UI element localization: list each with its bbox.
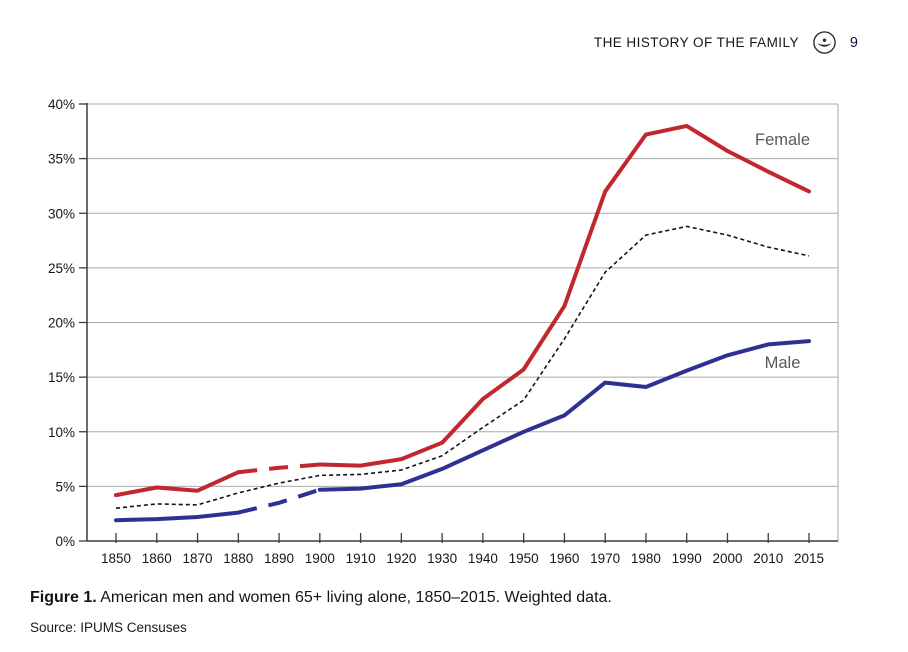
x-tick-label: 1880 (223, 551, 253, 566)
x-tick-label: 1870 (183, 551, 213, 566)
x-tick-label: 2010 (753, 551, 783, 566)
female-series-label: Female (755, 131, 810, 149)
figure-label: Figure 1. (30, 589, 97, 606)
x-tick-label: 1970 (590, 551, 620, 566)
y-tick-label: 5% (55, 479, 75, 494)
x-tick-label: 1930 (427, 551, 457, 566)
x-tick-label: 2000 (712, 551, 742, 566)
x-tick-label: 1940 (468, 551, 498, 566)
page-header: THE HISTORY OF THE FAMILY 9 (0, 30, 858, 55)
y-tick-label: 0% (55, 534, 75, 549)
male-line (317, 339, 811, 492)
male-line (114, 510, 241, 523)
male-series-label: Male (765, 354, 801, 372)
x-tick-label: 1920 (386, 551, 416, 566)
figure-caption: Figure 1. American men and women 65+ liv… (30, 589, 612, 607)
x-tick-label: 1900 (305, 551, 335, 566)
page-number: 9 (849, 34, 858, 51)
x-tick-label: 1890 (264, 551, 294, 566)
x-tick-label: 1990 (672, 551, 702, 566)
running-head: THE HISTORY OF THE FAMILY (593, 35, 799, 50)
male-line-gap-segment (237, 487, 321, 515)
x-tick-label: 1960 (549, 551, 579, 566)
female-line-gap-segment (238, 462, 320, 475)
x-tick-label: 1860 (142, 551, 172, 566)
y-tick-label: 25% (48, 261, 75, 276)
y-tick-label: 30% (48, 206, 75, 221)
y-tick-label: 20% (48, 316, 75, 331)
x-tick-label: 1950 (509, 551, 539, 566)
y-tick-label: 15% (48, 370, 75, 385)
female-line (317, 123, 811, 468)
total-line (115, 225, 810, 509)
x-tick-label: 1910 (346, 551, 376, 566)
y-tick-label: 35% (48, 152, 75, 167)
x-tick-label: 1980 (631, 551, 661, 566)
x-tick-label: 2015 (794, 551, 824, 566)
female-line (114, 470, 241, 498)
x-tick-label: 1850 (101, 551, 131, 566)
y-tick-label: 40% (48, 97, 75, 112)
crossmark-update-icon[interactable] (812, 30, 837, 55)
figure-source: Source: IPUMS Censuses (30, 620, 187, 635)
y-tick-label: 10% (48, 425, 75, 440)
figure-caption-text: American men and women 65+ living alone,… (100, 589, 612, 606)
